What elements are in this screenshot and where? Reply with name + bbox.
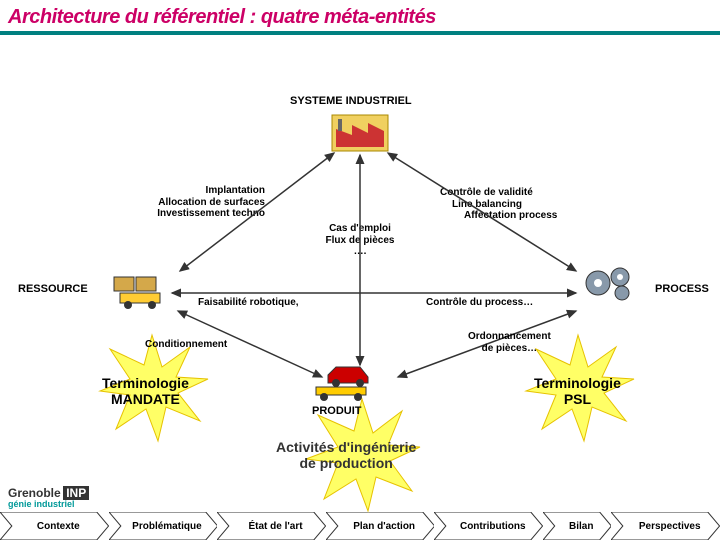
callout-mandate: Terminologie MANDATE [102,375,189,407]
nav-label: Contributions [460,521,526,532]
logo: Grenoble INP génie industriel [8,487,89,510]
callout-line: MANDATE [102,391,189,407]
activities-text: Activités d'ingénierie de production [276,439,416,471]
nav-label: Bilan [569,521,593,532]
nav-contexte[interactable]: Contexte [0,512,109,540]
diagram-area: SYSTEME INDUSTRIEL RESSOURCE PROCESS PRO… [0,35,720,465]
edge-line: de pièces… [468,343,551,355]
logo-line3: génie industriel [8,499,75,509]
logo-line1: Grenoble [8,486,61,500]
nav-label: Problématique [132,521,201,532]
nav-contributions[interactable]: Contributions [434,512,543,540]
activities-line: Activités d'ingénierie [276,439,416,455]
nav-label: Plan d'action [353,521,415,532]
slide-title: Architecture du référentiel : quatre mét… [0,0,720,35]
nav-label: Perspectives [639,521,701,532]
nav-label: Contexte [37,521,80,532]
node-produit: PRODUIT [312,405,362,417]
callout-line: Terminologie [534,375,621,391]
edge-line: Ordonnancement [468,331,551,343]
nav-bilan[interactable]: Bilan [543,512,611,540]
activities-line: de production [276,455,416,471]
callout-line: Terminologie [102,375,189,391]
edge-ordonnancement: Ordonnancement de pièces… [468,331,551,354]
callout-psl: Terminologie PSL [534,375,621,407]
cars-icon [312,359,386,403]
edge-conditionnement: Conditionnement [145,339,227,351]
logo-line2: INP [63,486,89,500]
nav-perspectives[interactable]: Perspectives [611,512,720,540]
nav-label: État de l'art [248,521,302,532]
nav-problematique[interactable]: Problématique [109,512,218,540]
callout-line: PSL [534,391,621,407]
